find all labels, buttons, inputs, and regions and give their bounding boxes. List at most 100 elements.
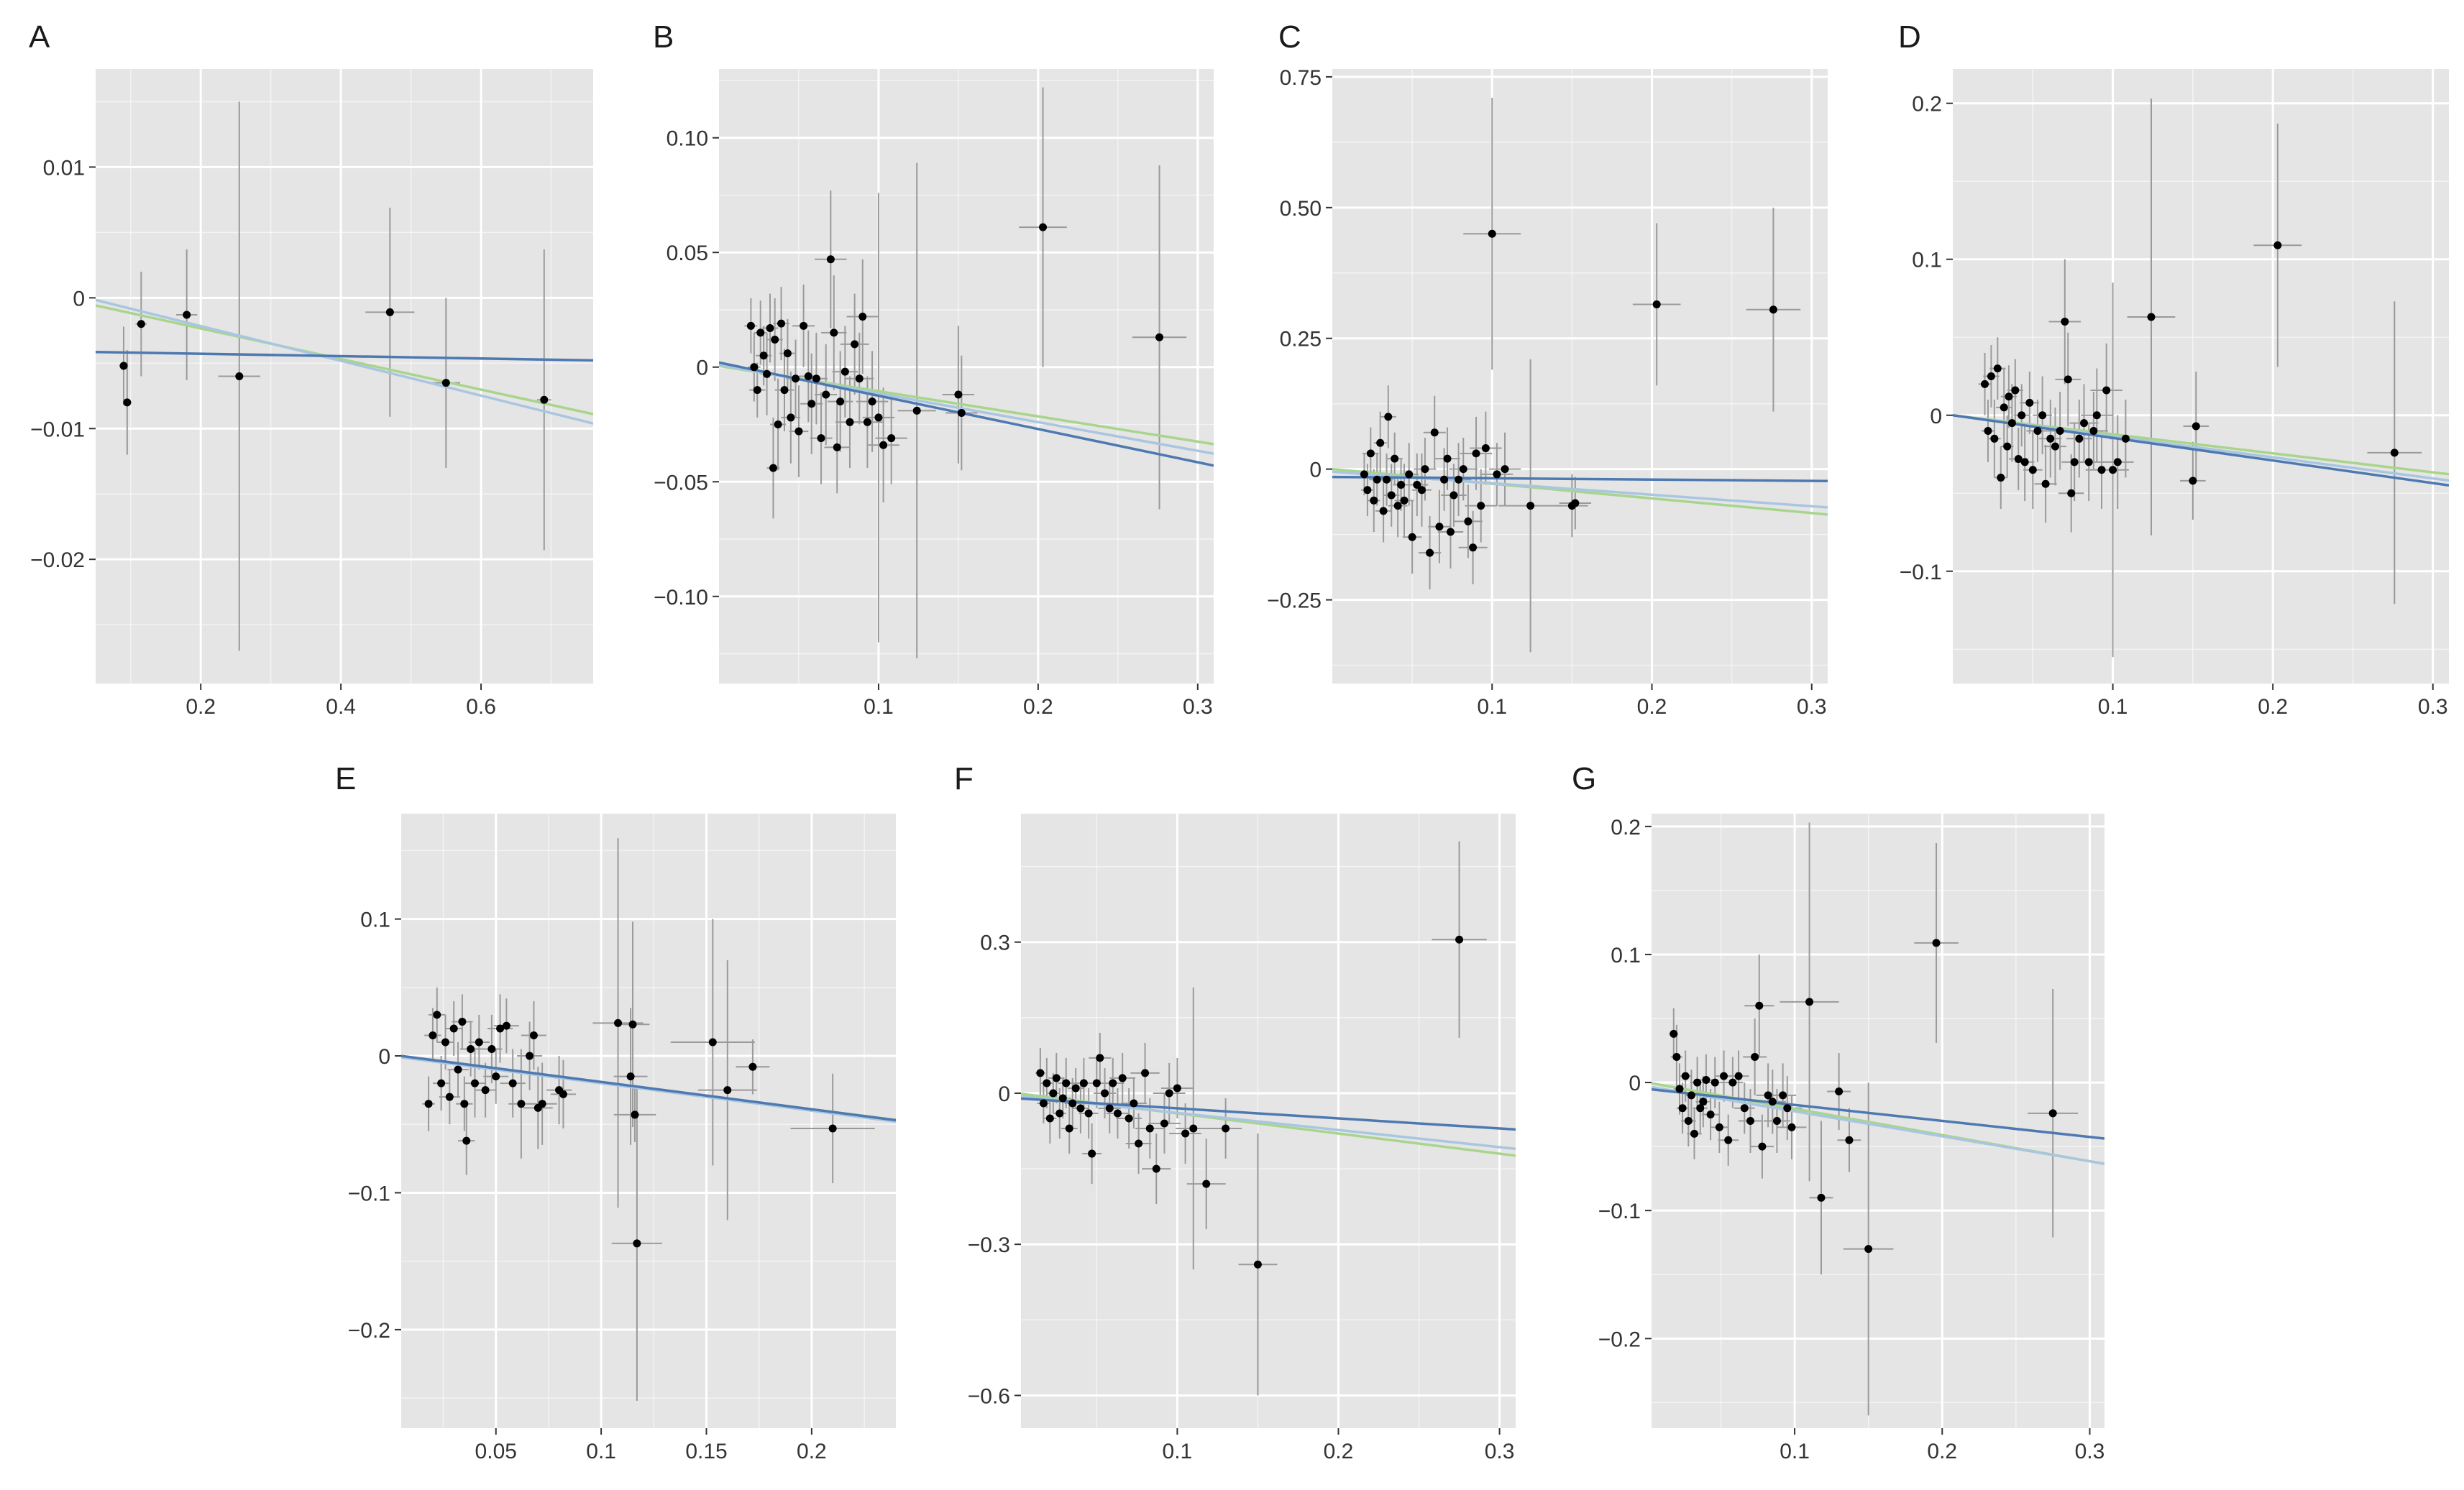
data-point [460,1100,469,1108]
data-point [2089,426,2098,435]
data-point [2080,419,2089,428]
data-point [1071,1084,1080,1093]
data-point [467,1045,475,1054]
data-point [787,413,795,422]
y-tick-label: 0 [1629,1072,1641,1095]
data-point [1768,1098,1777,1106]
panel-e: E 0.05 0.1 0.15 0.2 0.1 0 −0.1 −0.2 [335,761,896,1463]
data-layer [719,87,1214,658]
panel-a: A 0.2 0.4 0.6 0.01 0 −0.01 −0.02 [29,19,593,719]
data-point [2033,426,2042,435]
y-tick-label: 0 [998,1082,1010,1106]
data-point [1400,496,1409,505]
x-tick-label: 0.3 [1183,695,1213,719]
data-point [774,420,782,428]
data-point [1469,543,1478,552]
x-tick-label: 0.1 [864,695,894,719]
regression-line-dark-blue [1021,1097,1516,1131]
data-point [1430,428,1439,437]
data-point [529,1031,538,1039]
y-tick-label: −0.05 [654,471,708,495]
data-point [2390,449,2399,457]
data-point [2007,419,2016,428]
data-point [1755,1001,1764,1010]
data-point [1109,1079,1117,1087]
y-tick-label: 0.2 [1912,93,1942,116]
data-point [481,1086,490,1095]
y-tick-label: 0.75 [1280,66,1322,90]
data-point [750,363,759,372]
data-point [1092,1079,1101,1087]
data-point [863,418,871,426]
grid [401,814,896,1428]
y-tick-label: −0.10 [654,586,708,610]
data-point [1058,1094,1067,1103]
plot-background [1953,69,2449,684]
plot-background [401,814,896,1428]
data-point [1068,1099,1077,1108]
data-point [1987,372,1995,380]
data-point [1181,1129,1190,1138]
x-tick-label: 0.2 [1324,1440,1354,1463]
data-point [1728,1078,1737,1087]
data-point [1696,1104,1705,1113]
data-point [708,1038,717,1047]
data-point [424,1100,433,1108]
data-point [475,1038,483,1047]
data-point [1405,470,1414,479]
data-point [1360,470,1368,479]
data-point [1993,364,2002,373]
data-point [1413,480,1421,489]
x-tick-label: 0.1 [1477,695,1507,719]
data-point [2070,458,2079,466]
data-point [502,1021,510,1030]
x-tick-label: 0.1 [2098,695,2128,719]
x-tick-label: 0.3 [2075,1440,2105,1463]
y-tick-label: 0.1 [1611,944,1641,967]
data-point [746,321,755,330]
data-point [2014,455,2023,464]
data-point [1845,1136,1854,1144]
data-point [763,369,771,378]
data-point [633,1239,641,1248]
data-point [2028,466,2037,474]
y-tick-label: −0.2 [348,1319,390,1343]
data-point [2102,386,2111,395]
data-point [2147,313,2156,321]
data-point [1751,1052,1759,1061]
x-tick-label: 0.05 [475,1440,517,1463]
y-tick-label: −0.2 [1598,1328,1641,1351]
data-point [748,1062,757,1071]
data-point [1477,502,1485,510]
data-point [879,441,888,449]
data-point [1693,1078,1702,1087]
data-point [1681,1072,1690,1080]
data-layer [401,838,896,1401]
data-point [631,1110,639,1119]
data-point [1145,1124,1154,1133]
data-point [812,374,820,383]
y-tick-label: 0.3 [980,932,1010,955]
x-tick-label: 0.1 [586,1440,616,1463]
data-point [1088,1149,1096,1158]
x-tick-label: 0.2 [1927,1440,1957,1463]
x-tick-label: 0.3 [2418,695,2448,719]
data-point [855,374,864,383]
data-point [614,1018,623,1027]
data-point [235,372,244,380]
data-point [626,1072,635,1081]
panel-label: B [653,19,674,55]
data-point [1835,1087,1844,1096]
data-point [1758,1142,1767,1151]
data-point [2113,458,2122,466]
data-point [1455,935,1464,944]
data-point [1160,1119,1168,1128]
x-tick-label: 0.1 [1163,1440,1193,1463]
data-point [496,1024,505,1033]
y-tick-label: 0.01 [43,156,85,180]
data-point [1379,507,1388,515]
data-layer [1332,98,1828,653]
data-point [792,374,800,383]
data-point [1363,486,1372,495]
